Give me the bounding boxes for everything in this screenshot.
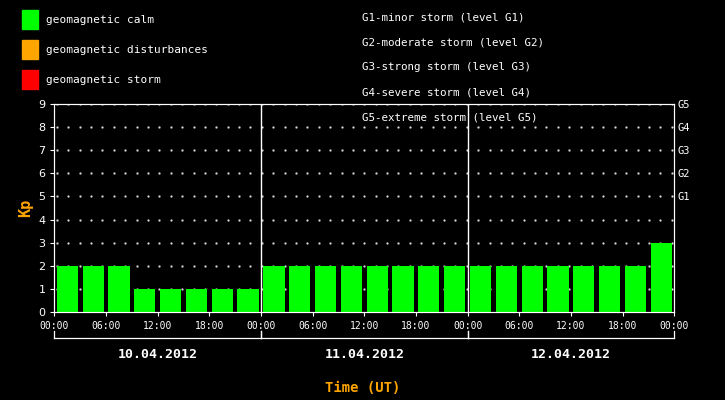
Text: geomagnetic disturbances: geomagnetic disturbances xyxy=(46,45,208,55)
Bar xyxy=(418,266,439,312)
Bar xyxy=(289,266,310,312)
Y-axis label: Kp: Kp xyxy=(17,199,33,217)
Bar xyxy=(651,243,672,312)
Bar xyxy=(367,266,388,312)
Bar xyxy=(392,266,414,312)
Bar xyxy=(160,289,181,312)
Bar xyxy=(521,266,543,312)
Text: G2-moderate storm (level G2): G2-moderate storm (level G2) xyxy=(362,37,544,47)
Bar xyxy=(83,266,104,312)
Bar xyxy=(134,289,155,312)
Text: Time (UT): Time (UT) xyxy=(325,381,400,395)
Bar xyxy=(573,266,594,312)
Text: geomagnetic storm: geomagnetic storm xyxy=(46,74,161,85)
Bar xyxy=(212,289,233,312)
Bar xyxy=(186,289,207,312)
Text: G5-extreme storm (level G5): G5-extreme storm (level G5) xyxy=(362,113,538,123)
Text: geomagnetic calm: geomagnetic calm xyxy=(46,15,154,25)
Bar xyxy=(341,266,362,312)
Text: 11.04.2012: 11.04.2012 xyxy=(324,348,405,360)
Bar xyxy=(599,266,621,312)
Bar xyxy=(238,289,259,312)
Text: 12.04.2012: 12.04.2012 xyxy=(531,348,611,360)
Bar xyxy=(263,266,284,312)
Bar xyxy=(108,266,130,312)
Text: G1-minor storm (level G1): G1-minor storm (level G1) xyxy=(362,12,525,22)
Bar xyxy=(625,266,646,312)
Bar xyxy=(496,266,517,312)
Bar xyxy=(444,266,465,312)
Bar xyxy=(470,266,491,312)
Bar xyxy=(57,266,78,312)
Text: G3-strong storm (level G3): G3-strong storm (level G3) xyxy=(362,62,531,72)
Bar xyxy=(315,266,336,312)
Text: G4-severe storm (level G4): G4-severe storm (level G4) xyxy=(362,88,531,98)
Bar xyxy=(547,266,568,312)
Text: 10.04.2012: 10.04.2012 xyxy=(117,348,198,360)
